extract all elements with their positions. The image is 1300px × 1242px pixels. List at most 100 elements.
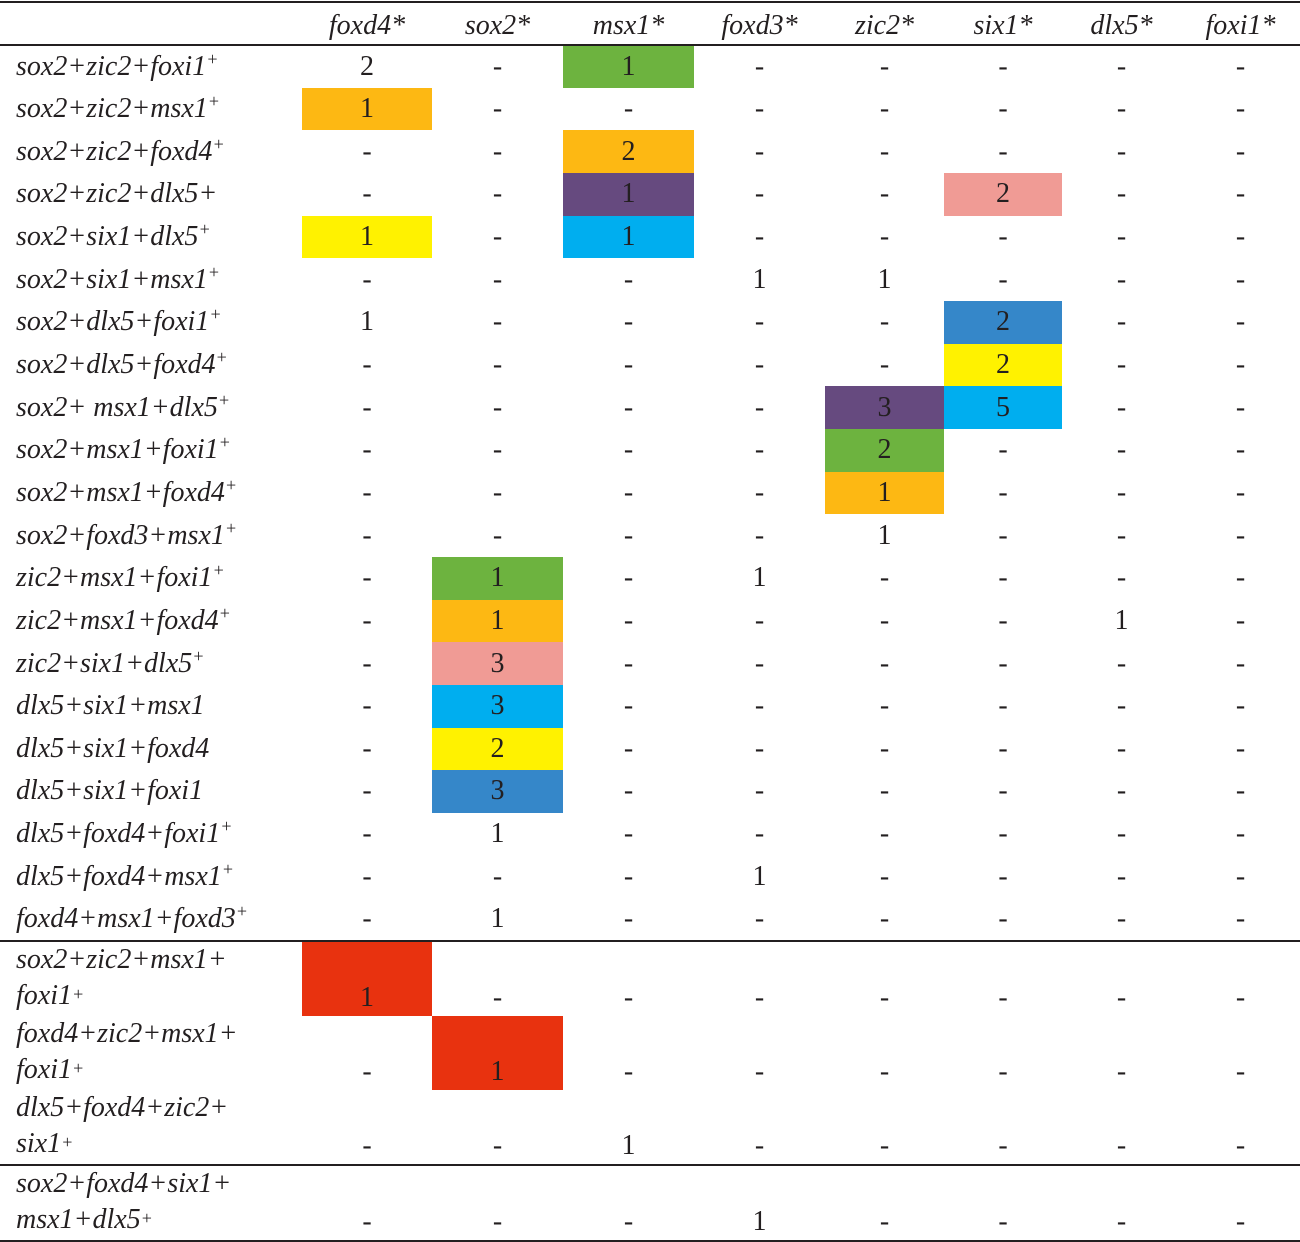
header-row: foxd4* sox2* msx1* foxd3* zic2* six1* dl… — [0, 2, 1300, 45]
table-row: sox2+six1+msx1+ - - - 1 1 - - - — [0, 258, 1300, 301]
cell-foxi1: - — [1235, 647, 1246, 679]
cell-sox2: 3 — [432, 684, 563, 728]
cell-msx1: - — [623, 860, 634, 892]
cell-six1: - — [998, 818, 1008, 850]
table-row: sox2+foxd3+msx1+ - - - - 1 - - - — [0, 514, 1300, 557]
cell-sox2: - — [492, 92, 503, 124]
cell-msx1: - — [623, 902, 634, 934]
row-label-superscript: + — [209, 304, 222, 325]
header-zic2: zic2* — [854, 10, 915, 41]
row-label-line: foxd4+msx1+foxd3 — [16, 902, 236, 934]
cell-dlx5: - — [1116, 981, 1127, 1013]
cell-sox2: - — [492, 981, 503, 1013]
row-label-superscript: + — [224, 474, 238, 495]
row-label-line: sox2+dlx5+foxd4 — [16, 348, 216, 380]
cell-foxd3: - — [754, 476, 765, 508]
cell-six1: 2 — [944, 172, 1062, 216]
cell-six1: - — [998, 1129, 1008, 1161]
cell-foxd4: - — [362, 1129, 372, 1161]
cell-dlx5: - — [1116, 135, 1127, 167]
cell-dlx5: - — [1116, 1205, 1127, 1237]
cell-sox2: - — [492, 220, 503, 252]
row-label-superscript: + — [61, 1131, 74, 1152]
cell-foxd3: - — [754, 348, 765, 380]
row-label-line: dlx5+foxd4+foxi1 — [16, 818, 221, 850]
cell-zic2: - — [879, 775, 890, 807]
table-row: dlx5+foxd4+zic2+ six1+ - - 1 - - - - - — [0, 1090, 1300, 1165]
table-row: dlx5+six1+msx1 - 3 - - - - - - — [0, 684, 1300, 728]
cell-six1: 5 — [944, 386, 1062, 429]
cell-foxd3: - — [754, 391, 765, 423]
cell-dlx5: - — [1116, 306, 1127, 338]
cell-dlx5: - — [1116, 1129, 1127, 1161]
row-label-line: zic2+six1+dlx5 — [16, 647, 193, 679]
cell-foxd3: - — [754, 775, 765, 807]
cell-sox2: - — [492, 860, 503, 892]
cell-sox2: - — [492, 391, 503, 423]
cell-six1: - — [998, 220, 1008, 252]
row-label: dlx5+six1+foxi1 — [0, 770, 302, 813]
row-label: zic2+msx1+foxi1+ — [0, 557, 302, 600]
cell-dlx5: - — [1116, 434, 1127, 466]
row-label: foxd4+msx1+foxd3+ — [0, 898, 302, 941]
row-label-line: foxi1 — [16, 979, 72, 1011]
cell-foxd3: - — [754, 690, 765, 722]
table-row: dlx5+foxd4+foxi1+ - 1 - - - - - - — [0, 813, 1300, 856]
row-label-line: sox2+dlx5+foxi1 — [16, 306, 210, 338]
cell-zic2: - — [879, 818, 890, 850]
cell-dlx5: - — [1116, 220, 1127, 252]
cell-foxi1: - — [1235, 178, 1246, 210]
cell-six1: - — [998, 50, 1008, 82]
cell-zic2: - — [879, 135, 890, 167]
cell-dlx5: - — [1116, 647, 1127, 679]
cell-zic2: - — [879, 220, 890, 252]
row-label-line: msx1+dlx5 — [16, 1203, 141, 1235]
cell-six1: - — [998, 434, 1008, 466]
cell-six1: - — [998, 92, 1008, 124]
cell-dlx5: - — [1116, 902, 1127, 934]
cell-foxd4: 1 — [302, 940, 432, 1016]
cell-foxi1: - — [1235, 690, 1246, 722]
cell-zic2: - — [879, 647, 890, 679]
row-label-line: sox2+msx1+foxd4 — [16, 476, 225, 508]
row-label-line: sox2+six1+dlx5 — [16, 220, 199, 252]
cell-foxd3: - — [754, 732, 765, 764]
table-row: sox2+zic2+foxd4+ - - 2 - - - - - — [0, 130, 1300, 173]
cell-zic2: - — [879, 902, 890, 934]
cell-sox2: - — [492, 178, 503, 210]
cell-six1: - — [998, 476, 1008, 508]
cell-foxd4: - — [362, 732, 372, 764]
table-row: sox2+msx1+foxi1+ - - - - 2 - - - — [0, 428, 1300, 472]
cell-msx1: - — [623, 732, 634, 764]
cell-foxi1: - — [1235, 50, 1246, 82]
cell-foxd3: 1 — [752, 860, 767, 892]
cell-foxd3: - — [754, 135, 765, 167]
cell-foxd4: - — [362, 135, 372, 167]
cell-dlx5: - — [1116, 519, 1127, 551]
cell-zic2: - — [879, 306, 890, 338]
cell-zic2: 1 — [877, 263, 892, 295]
cell-msx1: 2 — [563, 130, 694, 173]
cell-msx1: 1 — [621, 1129, 636, 1161]
table-row: dlx5+six1+foxi1 - 3 - - - - - - — [0, 770, 1300, 813]
cell-foxi1: - — [1235, 135, 1246, 167]
cell-msx1: 1 — [563, 215, 694, 259]
cell-dlx5: - — [1116, 775, 1127, 807]
table-row: sox2+msx1+foxd4+ - - - - 1 - - - — [0, 471, 1300, 515]
row-label: foxd4+zic2+msx1+ foxi1+ — [0, 1016, 302, 1090]
cell-zic2: 1 — [825, 471, 944, 515]
cell-sox2: - — [492, 50, 503, 82]
cell-sox2: 1 — [432, 556, 563, 600]
row-label: sox2+zic2+foxi1+ — [0, 45, 302, 88]
cell-msx1: - — [623, 306, 634, 338]
row-label: sox2+foxd4+six1+ msx1+dlx5+ — [0, 1165, 302, 1241]
cell-foxi1: - — [1235, 1205, 1246, 1237]
row-label-line: foxd4+zic2+msx1+ — [16, 1017, 238, 1049]
cell-foxi1: - — [1235, 604, 1246, 636]
cell-foxd3: - — [754, 178, 765, 210]
row-label-superscript: + — [218, 602, 231, 623]
cell-foxi1: - — [1235, 220, 1246, 252]
cell-sox2: - — [492, 263, 503, 295]
cell-foxd4: - — [362, 391, 372, 423]
cell-sox2: - — [492, 476, 503, 508]
